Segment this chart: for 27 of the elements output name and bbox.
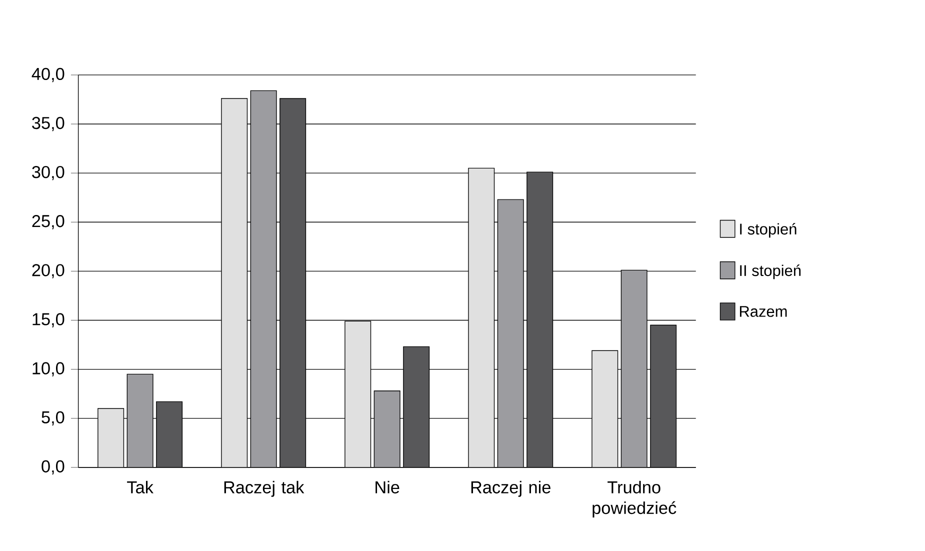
bar (98, 408, 124, 468)
y-tick-label: 15,0 (32, 313, 64, 328)
bar (592, 350, 618, 468)
bar (468, 168, 495, 468)
legend-label: Razem (740, 306, 787, 318)
x-tick-label: Trudno powiedzieć (592, 481, 676, 518)
bar (280, 98, 306, 468)
legend-label: II stopień (740, 264, 801, 280)
bar (156, 402, 183, 468)
bar (221, 98, 248, 468)
bar (526, 172, 554, 468)
bar (650, 324, 677, 468)
y-tick-label: 0,0 (42, 460, 64, 475)
y-tick-label: 25,0 (32, 215, 64, 230)
y-tick-label: 40,0 (32, 68, 64, 82)
y-tick-label: 20,0 (32, 264, 64, 278)
x-tick-label: Raczej tak (224, 481, 304, 498)
y-tick-label: 30,0 (32, 166, 64, 180)
legend-label: I stopień (740, 223, 796, 238)
bar (403, 346, 430, 468)
y-tick-label: 35,0 (32, 117, 64, 132)
x-tick-label: Nie (376, 481, 400, 494)
bar (344, 321, 372, 468)
x-tick-label: Raczej nie (471, 481, 550, 498)
y-tick-label: 10,0 (32, 362, 64, 377)
y-tick-label: 5,0 (42, 411, 64, 426)
x-tick-label: Tak (127, 481, 154, 494)
